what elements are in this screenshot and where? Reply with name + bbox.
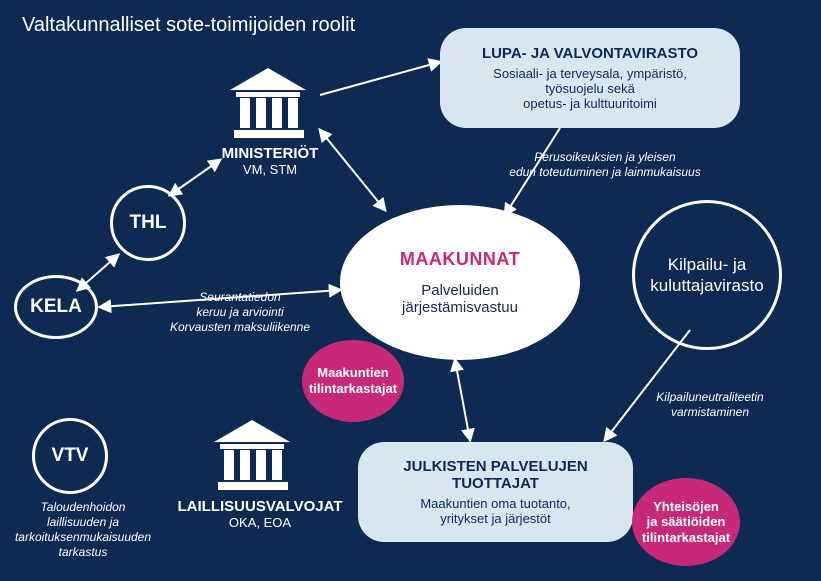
tal-l3: tarkoituksenmukaisuuden [8,530,158,545]
kn-l1: Kilpailuneutraliteetin [635,390,785,405]
laillisuus-label: LAILLISUUSVALVOJAT OKA, EOA [170,498,350,530]
maakunnat-l2: järjestämisvastuu [402,299,518,316]
ministeriot-icon [228,68,308,138]
node-julkisten-palvelujen: JULKISTEN PALVELUJEN TUOTTAJAT Maakuntie… [358,442,633,542]
node-vtv: VTV [32,418,108,494]
yh-l2: ja säätiöiden [647,514,726,530]
kilpailu-l1: Kilpailu- ja [650,254,763,275]
thl-label: THL [130,212,167,234]
node-thl: THL [110,185,186,261]
node-maakuntien-tilintarkastajat: Maakuntien tilintarkastajat [302,340,404,422]
tal-l1: Taloudenhoidon [8,500,158,515]
ministeriot-title: MINISTERIÖT [205,145,335,162]
lupa-line2: työsuojelu sekä [545,81,635,96]
node-lupa-valvontavirasto: LUPA- JA VALVONTAVIRASTO Sosiaali- ja te… [440,28,740,128]
kela-label: KELA [30,296,82,318]
tal-l4: tarkastus [8,545,158,560]
node-yhteisojen-tilintarkastajat: Yhteisöjen ja säätiöiden tilintarkastaja… [632,478,740,566]
caption-kilpailuneutral: Kilpailuneutraliteetin varmistaminen [635,390,785,420]
caption-perusoikeuksien: Perusoikeuksien ja yleisen edun toteutum… [490,150,720,180]
caption-seurantatiedon: Seurantatiedon keruu ja arviointi Korvau… [160,290,320,335]
mt-l2: tilintarkastajat [309,381,397,397]
maakunnat-title: MAAKUNNAT [400,249,520,270]
mt-l1: Maakuntien [317,365,389,381]
lupa-line1: Sosiaali- ja terveysala, ympäristö, [493,66,687,81]
yh-l1: Yhteisöjen [653,499,719,515]
laillisuus-icon [212,420,292,490]
jp-l1: Maakuntien oma tuotanto, [420,496,570,511]
node-maakunnat: MAAKUNNAT Palveluiden järjestämisvastuu [340,205,580,360]
caption-taloudenhoidon: Taloudenhoidon laillisuuden ja tarkoituk… [8,500,158,560]
laillisuus-sub: OKA, EOA [170,515,350,530]
jp-t1: JULKISTEN PALVELUJEN [403,458,587,475]
ministeriot-sub: VM, STM [205,162,335,177]
lupa-line3: opetus- ja kulttuuritoimi [523,96,657,111]
ministeriot-label: MINISTERIÖT VM, STM [205,145,335,177]
perus-l1: Perusoikeuksien ja yleisen [490,150,720,165]
lupa-title: LUPA- JA VALVONTAVIRASTO [482,45,698,62]
maakunnat-l1: Palveluiden [421,282,499,299]
yh-l3: tilintarkastajat [642,530,730,546]
kilpailu-l2: kuluttajavirasto [650,275,763,296]
seuran-l3: Korvausten maksuliikenne [160,320,320,335]
tal-l2: laillisuuden ja [8,515,158,530]
kn-l2: varmistaminen [635,405,785,420]
seuran-l1: Seurantatiedon [160,290,320,305]
jp-t2: TUOTTAJAT [452,475,539,492]
perus-l2: edun toteutuminen ja lainmukaisuus [490,165,720,180]
jp-l2: yritykset ja järjestöt [440,511,551,526]
diagram-title: Valtakunnalliset sote-toimijoiden roolit [22,14,355,37]
node-kela: KELA [14,275,98,339]
node-kilpailu: Kilpailu- ja kuluttajavirasto [632,200,782,350]
laillisuus-title: LAILLISUUSVALVOJAT [170,498,350,515]
vtv-label: VTV [52,445,89,467]
seuran-l2: keruu ja arviointi [160,305,320,320]
